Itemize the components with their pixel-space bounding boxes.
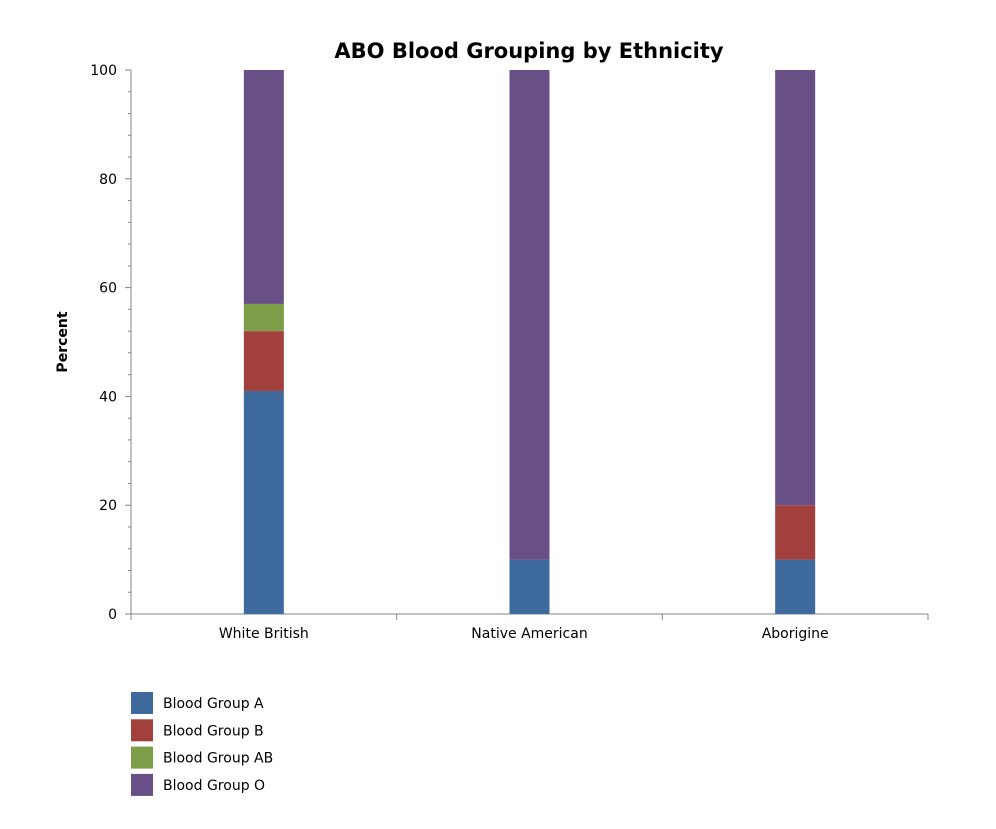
bar-blood-group-o xyxy=(509,70,550,560)
bar-blood-group-ab xyxy=(243,303,284,332)
legend-swatch xyxy=(131,692,153,714)
x-category-label: White British xyxy=(219,626,309,642)
legend-entry-label: Blood Group O xyxy=(163,778,265,794)
x-category-label: Native American xyxy=(471,626,587,642)
legend-entry-label: Blood Group AB xyxy=(163,751,273,767)
x-category-label: Aborigine xyxy=(762,626,829,642)
bar-blood-group-o xyxy=(243,70,284,304)
bar-blood-group-o xyxy=(775,70,816,506)
legend-entry-label: Blood Group B xyxy=(163,723,264,739)
y-tick-label: 100 xyxy=(90,63,117,79)
bar-blood-group-a xyxy=(775,559,816,614)
y-axis-label: Percent xyxy=(55,311,71,372)
chart-title: ABO Blood Grouping by Ethnicity xyxy=(334,39,724,63)
legend: Blood Group A Blood Group B Blood Group AB… xyxy=(131,692,273,796)
legend-swatch xyxy=(131,746,153,769)
y-tick-label: 20 xyxy=(99,498,117,514)
y-tick-label: 0 xyxy=(108,607,117,623)
plot-area: 0 20 40 60 80 100 White British Native American… xyxy=(90,63,929,642)
y-tick-label: 40 xyxy=(99,389,117,405)
y-tick-label: 80 xyxy=(99,172,117,188)
bar-blood-group-a xyxy=(243,390,284,614)
bar-blood-group-a xyxy=(509,559,550,614)
bar-blood-group-b xyxy=(243,331,284,391)
y-tick-label: 60 xyxy=(99,281,117,297)
bar-blood-group-b xyxy=(775,505,816,560)
legend-entry-label: Blood Group A xyxy=(163,696,264,712)
legend-swatch xyxy=(131,719,153,742)
legend-swatch xyxy=(131,773,153,796)
